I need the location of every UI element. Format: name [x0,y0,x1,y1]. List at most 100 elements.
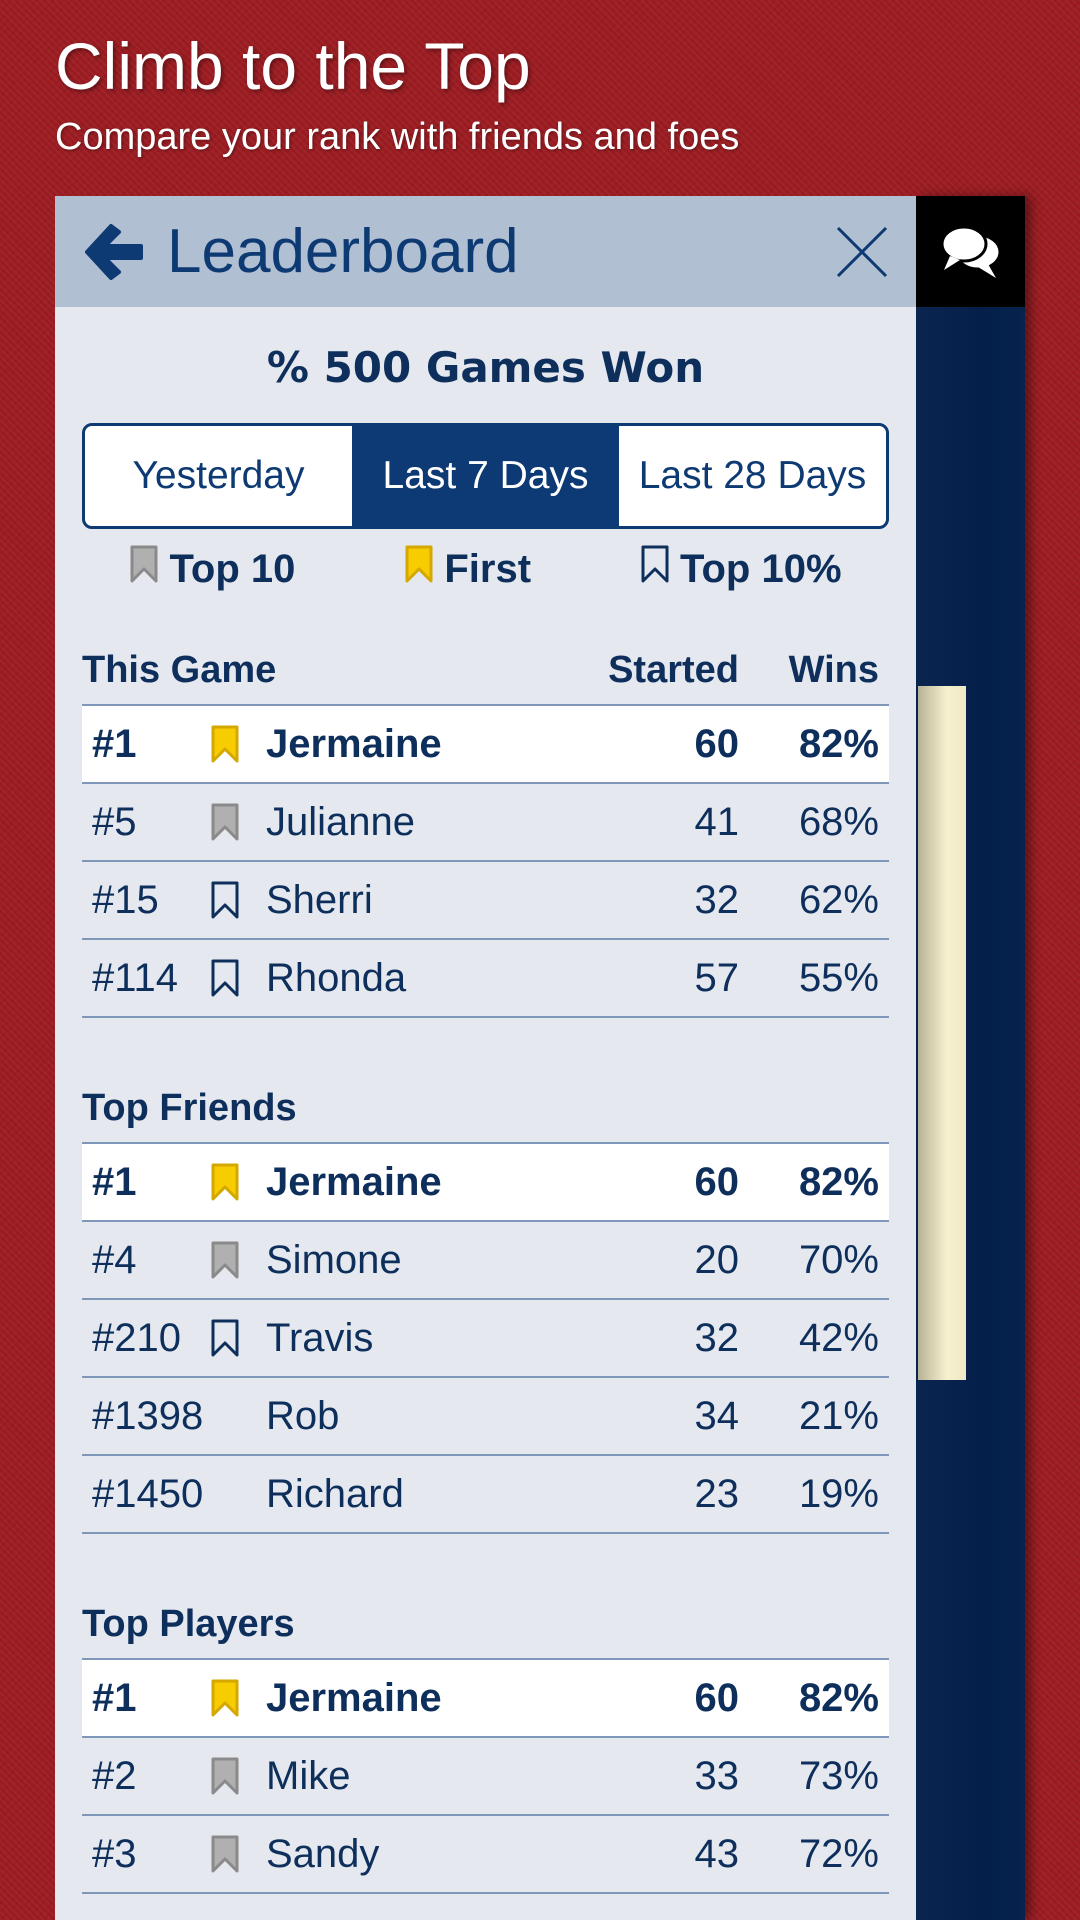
legend-label: Top 10 [169,546,296,591]
table-row[interactable]: #1 Jermaine 60 82% [82,1660,889,1738]
back-arrow-icon[interactable] [81,220,145,284]
win-percent: 82% [798,721,879,766]
silver-bookmark-icon [210,1834,266,1874]
player-name: Jermaine [266,721,442,766]
section-title: Top Players [82,1603,295,1645]
gold-bookmark-icon [210,1678,266,1718]
chat-button[interactable] [916,196,1025,307]
player-name: Travis [266,1315,374,1360]
win-percent: 82% [798,1159,879,1204]
section-header: Top Players [82,1596,889,1660]
legend-top-10-percent: Top 10% [640,541,842,597]
gold-bookmark-icon [210,1162,266,1202]
games-started: 60 [694,721,740,766]
panel-title: Leaderboard [167,217,519,286]
background-card [918,686,966,1380]
player-name: Simone [266,1237,402,1282]
metric-title: % 500 Games Won [266,343,705,392]
outline-bookmark-icon [210,1318,266,1358]
rank: #1 [92,1675,137,1720]
section-title: Top Friends [82,1087,297,1129]
player-name: Julianne [266,799,416,844]
section-this-game: This Game Started Wins #1 Jermaine 60 82% … [82,642,889,1018]
table-row[interactable]: #210 Travis 32 42% [82,1300,889,1378]
win-percent: 82% [798,1675,879,1720]
silver-bookmark-icon [210,1240,266,1280]
silver-bookmark-icon [210,1756,266,1796]
rank: #1398 [92,1393,204,1438]
win-percent: 19% [798,1471,879,1516]
hero-title: Climb to the Top [55,29,531,103]
legend-first: First [404,541,531,597]
outline-bookmark-icon [210,958,266,998]
win-percent: 21% [798,1393,879,1438]
games-started: 60 [694,1675,740,1720]
games-started: 60 [694,1159,740,1204]
table-row[interactable]: #114 Rhonda 57 55% [82,940,889,1018]
no-badge [210,1474,266,1514]
player-name: Jermaine [266,1675,442,1720]
tab-yesterday[interactable]: Yesterday [132,454,305,497]
player-name: Sandy [266,1831,380,1876]
table-row[interactable]: #3 Sandy 43 72% [82,1816,889,1894]
gold-bookmark-icon [210,724,266,764]
tab-last-28-days[interactable]: Last 28 Days [638,454,867,497]
badge-legend: Top 10 First Top 10% [55,541,916,597]
column-started: Started [608,649,739,691]
games-started: 34 [694,1393,740,1438]
win-percent: 55% [798,955,879,1000]
legend-top-10: Top 10 [129,541,295,597]
win-percent: 70% [798,1237,879,1282]
rank: #2 [92,1753,137,1798]
rank: #1 [92,721,137,766]
rank: #1 [92,1159,137,1204]
player-name: Sherri [266,877,373,922]
table-row[interactable]: #1398 Rob 34 21% [82,1378,889,1456]
outline-bookmark-icon [210,880,266,920]
no-badge [210,1396,266,1436]
games-started: 33 [694,1753,740,1798]
games-started: 32 [694,1315,740,1360]
outline-bookmark-icon [640,544,670,594]
column-wins: Wins [788,649,879,691]
rank: #3 [92,1831,137,1876]
hero-subtitle: Compare your rank with friends and foes [55,116,740,158]
close-icon[interactable] [836,226,888,278]
table-row[interactable]: #15 Sherri 32 62% [82,862,889,940]
player-name: Jermaine [266,1159,442,1204]
games-started: 43 [694,1831,740,1876]
win-percent: 62% [798,877,879,922]
section-top-friends: Top Friends #1 Jermaine 60 82% #4 Simone… [82,1080,889,1534]
panel-header: Leaderboard [55,196,916,307]
win-percent: 68% [798,799,879,844]
table-row[interactable]: #1 Jermaine 60 82% [82,1144,889,1222]
table-row[interactable]: #2 Mike 33 73% [82,1738,889,1816]
rank: #114 [92,955,179,1000]
games-started: 57 [694,955,740,1000]
rank: #210 [92,1315,181,1360]
silver-bookmark-icon [129,544,159,594]
table-row[interactable]: #1450 Richard 23 19% [82,1456,889,1534]
section-title: This Game [82,649,277,691]
legend-label: First [444,546,532,591]
win-percent: 42% [798,1315,879,1360]
win-percent: 72% [798,1831,879,1876]
section-top-players: Top Players #1 Jermaine 60 82% #2 Mike 3… [82,1596,889,1894]
player-name: Rhonda [266,955,407,1000]
silver-bookmark-icon [210,802,266,842]
rank: #15 [92,877,159,922]
table-row[interactable]: #1 Jermaine 60 82% [82,706,889,784]
gold-bookmark-icon [404,544,434,594]
rank: #4 [92,1237,137,1282]
win-percent: 73% [798,1753,879,1798]
section-header: Top Friends [82,1080,889,1144]
player-name: Mike [266,1753,351,1798]
games-started: 23 [694,1471,740,1516]
leaderboard-panel: Leaderboard % 500 Games Won Yesterday La… [55,196,916,1920]
table-row[interactable]: #5 Julianne 41 68% [82,784,889,862]
legend-label: Top 10% [680,546,842,591]
table-row[interactable]: #4 Simone 20 70% [82,1222,889,1300]
time-range-tabs: Yesterday Last 7 Days Last 28 Days [82,423,889,529]
tab-last-7-days[interactable]: Last 7 Days [352,426,619,526]
section-header: This Game Started Wins [82,642,889,706]
